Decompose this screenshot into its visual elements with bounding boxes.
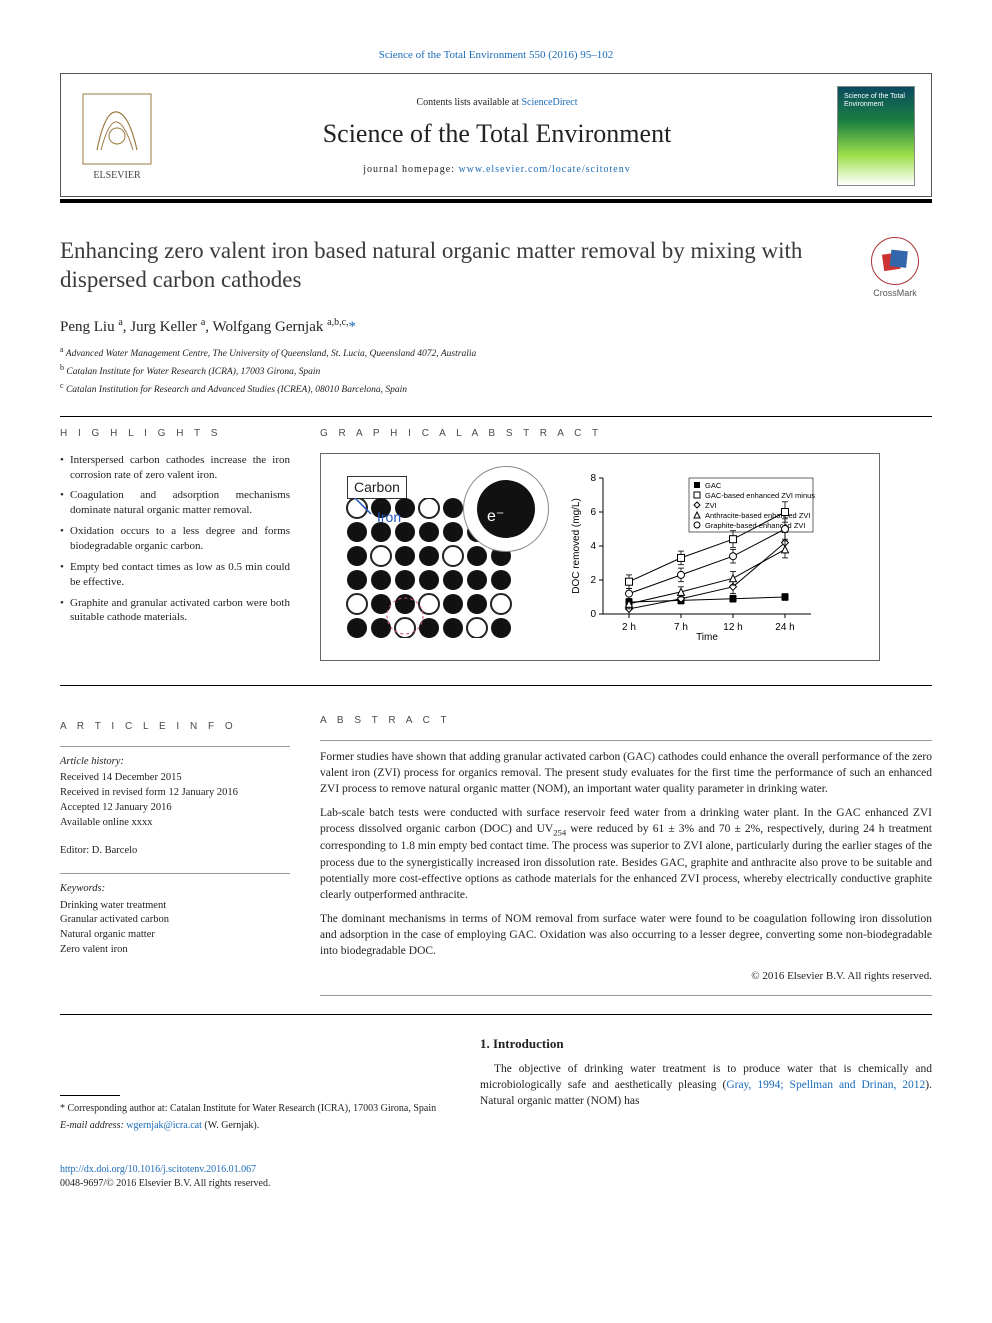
svg-text:4: 4 [590, 541, 596, 552]
affiliations: a Advanced Water Management Centre, The … [60, 344, 932, 398]
ga-chart: 0 2 4 6 8 DOC removed (mg/L) 2 h 7 h 12 h 24 h Tim… [567, 472, 817, 642]
keywords-block: Keywords: Drinking water treatmentGranul… [60, 882, 290, 957]
svg-text:0: 0 [590, 609, 596, 620]
svg-text:7 h: 7 h [674, 622, 688, 633]
banner-rule [60, 199, 932, 203]
svg-text:ZVI: ZVI [705, 501, 717, 510]
sciencedirect-link[interactable]: ScienceDirect [521, 97, 577, 108]
highlight-item: Empty bed contact times as low as 0.5 mi… [60, 560, 290, 590]
journal-cover-thumb: Science of the Total Environment [837, 86, 915, 186]
citation-link[interactable]: Science of the Total Environment 550 (20… [379, 49, 614, 61]
abstract-copyright: © 2016 Elsevier B.V. All rights reserved… [320, 969, 932, 984]
svg-text:6: 6 [590, 507, 596, 518]
intro-heading: 1. Introduction [480, 1035, 932, 1053]
abstract-text: Former studies have shown that adding gr… [320, 749, 932, 959]
author-list: Peng Liu a, Jurg Keller a, Wolfgang Gern… [60, 316, 932, 338]
graphical-abstract-label: G R A P H I C A L A B S T R A C T [320, 427, 932, 441]
publisher-name: ELSEVIER [93, 170, 141, 181]
running-head: Science of the Total Environment 550 (20… [60, 48, 932, 63]
contents-line: Contents lists available at ScienceDirec… [173, 96, 821, 110]
svg-text:Graphite-based enhanced ZVI: Graphite-based enhanced ZVI [705, 521, 805, 530]
page-footer: http://dx.doi.org/10.1016/j.scitotenv.20… [60, 1163, 932, 1191]
corr-author-mark[interactable]: * [349, 319, 357, 335]
crossmark-icon [871, 237, 919, 285]
ga-iron-dot: e⁻ [477, 480, 535, 538]
ga-iron-label: Iron [377, 508, 401, 528]
homepage-line: journal homepage: www.elsevier.com/locat… [173, 163, 821, 177]
editor-line: Editor: D. Barcelo [60, 844, 290, 859]
abstract-label: A B S T R A C T [320, 714, 932, 728]
affiliation-line: a Advanced Water Management Centre, The … [60, 344, 932, 362]
article-title: Enhancing zero valent iron based natural… [60, 237, 838, 295]
article-history: Article history: Received 14 December 20… [60, 755, 290, 830]
highlight-item: Coagulation and adsorption mechanisms do… [60, 488, 290, 518]
electron-label: e⁻ [487, 506, 504, 528]
publisher-logo: ELSEVIER [77, 90, 157, 182]
journal-banner: ELSEVIER Contents lists available at Sci… [60, 73, 932, 197]
ga-magnify-circle: e⁻ [463, 466, 549, 552]
svg-text:GAC: GAC [705, 481, 722, 490]
svg-text:Anthracite-based enhanced ZVI: Anthracite-based enhanced ZVI [705, 511, 810, 520]
affiliation-line: c Catalan Institution for Research and A… [60, 380, 932, 398]
svg-text:12 h: 12 h [723, 622, 742, 633]
ga-diagram: Carbon Iron e⁻ [335, 472, 545, 642]
svg-text:24 h: 24 h [775, 622, 794, 633]
graphical-abstract: Carbon Iron e⁻ 0 2 4 6 8 DOC removed (mg/L) 2 … [320, 453, 880, 661]
svg-text:Time: Time [696, 632, 718, 642]
journal-title: Science of the Total Environment [173, 116, 821, 152]
corresponding-author-block: * Corresponding author at: Catalan Insti… [60, 1035, 450, 1133]
doi-link[interactable]: http://dx.doi.org/10.1016/j.scitotenv.20… [60, 1164, 256, 1175]
ga-carbon-label: Carbon [347, 476, 407, 500]
highlights-list: Interspersed carbon cathodes increase th… [60, 453, 290, 625]
svg-text:2 h: 2 h [622, 622, 636, 633]
svg-text:8: 8 [590, 473, 596, 484]
crossmark-badge[interactable]: CrossMark [858, 237, 932, 300]
affiliation-line: b Catalan Institute for Water Research (… [60, 362, 932, 380]
highlight-item: Graphite and granular activated carbon w… [60, 596, 290, 626]
svg-text:GAC-based enhanced ZVI minus G: GAC-based enhanced ZVI minus GAC [705, 491, 817, 500]
highlight-item: Interspersed carbon cathodes increase th… [60, 453, 290, 483]
highlights-label: H I G H L I G H T S [60, 427, 290, 441]
svg-text:2: 2 [590, 575, 596, 586]
article-info-label: A R T I C L E I N F O [60, 720, 290, 734]
intro-paragraph: The objective of drinking water treatmen… [480, 1061, 932, 1109]
highlight-item: Oxidation occurs to a less degree and fo… [60, 524, 290, 554]
homepage-link[interactable]: www.elsevier.com/locate/scitotenv [458, 164, 630, 175]
intro-citation-link[interactable]: Gray, 1994; Spellman and Drinan, 2012 [726, 1079, 925, 1091]
corr-email-link[interactable]: wgernjak@icra.cat [126, 1120, 202, 1131]
svg-text:DOC removed (mg/L): DOC removed (mg/L) [571, 498, 582, 594]
